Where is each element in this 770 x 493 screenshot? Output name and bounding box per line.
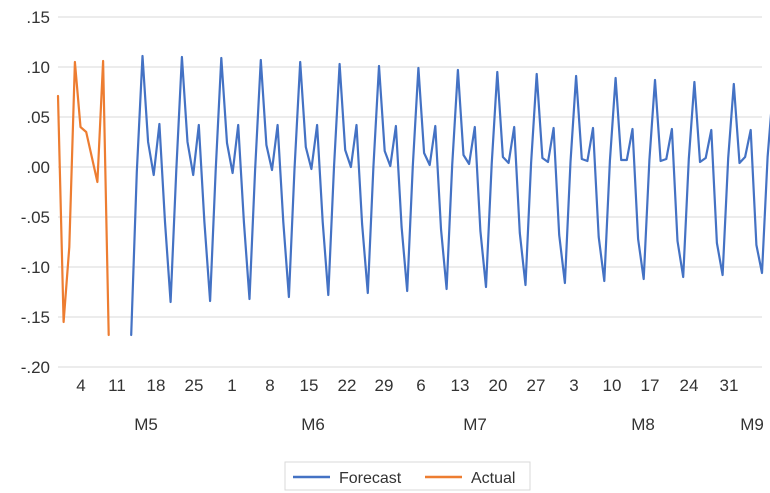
x-tick-label: 3	[569, 376, 578, 395]
actual-line	[56, 59, 110, 337]
y-tick-label: .00	[26, 158, 50, 177]
x-tick-label: 10	[603, 376, 622, 395]
x-tick-label: 13	[451, 376, 470, 395]
x-axis-tick-labels: 4 11 18 25 1 8 15 22 29 6 13 20 27 3 10 17 24 31	[76, 376, 738, 395]
y-tick-label: -.15	[21, 308, 50, 327]
x-tick-label: 4	[76, 376, 85, 395]
y-tick-label: -.05	[21, 208, 50, 227]
x-tick-label: 22	[338, 376, 357, 395]
month-label: M6	[301, 415, 325, 434]
y-tick-label: -.10	[21, 258, 50, 277]
month-label: M9	[740, 415, 764, 434]
x-tick-label: 18	[147, 376, 166, 395]
y-axis-tick-labels: .15 .10 .05 .00 -.05 -.10 -.15 -.20	[21, 8, 50, 377]
x-tick-label: 20	[489, 376, 508, 395]
x-tick-label: 24	[680, 376, 699, 395]
x-tick-label: 1	[227, 376, 236, 395]
x-tick-label: 8	[265, 376, 274, 395]
x-tick-label: 17	[641, 376, 660, 395]
y-tick-label: .10	[26, 58, 50, 77]
month-label: M7	[463, 415, 487, 434]
forecast-line	[130, 54, 770, 337]
month-labels: M5 M6 M7 M8 M9	[134, 415, 764, 434]
y-tick-label: -.20	[21, 358, 50, 377]
month-label: M5	[134, 415, 158, 434]
x-tick-label: 27	[527, 376, 546, 395]
x-tick-label: 6	[416, 376, 425, 395]
x-tick-label: 31	[720, 376, 739, 395]
x-tick-label: 25	[185, 376, 204, 395]
legend-actual-label: Actual	[471, 470, 515, 487]
series-lines	[56, 54, 770, 337]
x-tick-label: 29	[375, 376, 394, 395]
y-tick-label: .15	[26, 8, 50, 27]
month-label: M8	[631, 415, 655, 434]
y-tick-label: .05	[26, 108, 50, 127]
x-tick-label: 11	[108, 376, 126, 395]
legend-forecast-label: Forecast	[339, 470, 402, 487]
legend: Forecast Actual	[284, 461, 531, 491]
x-tick-label: 15	[300, 376, 319, 395]
